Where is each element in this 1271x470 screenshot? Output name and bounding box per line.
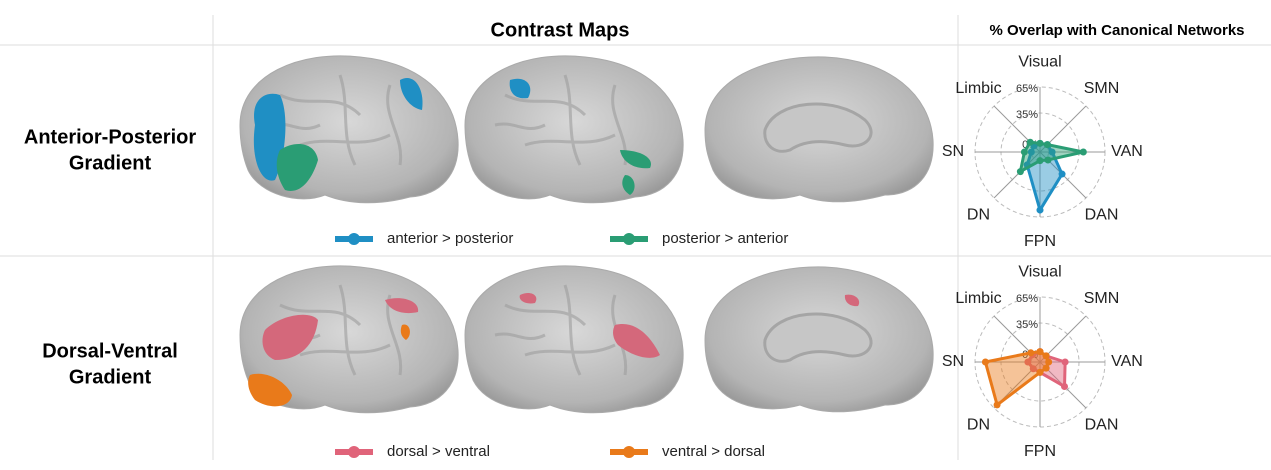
axis-label: SMN — [1084, 80, 1120, 97]
header: Contrast Maps — [491, 19, 630, 41]
radar-point — [1058, 170, 1066, 178]
tick-label: 65% — [1016, 83, 1038, 95]
radar-point — [1036, 157, 1044, 165]
tick-label: 35% — [1016, 109, 1038, 121]
axis-label: DAN — [1085, 207, 1119, 224]
row-label: Anterior-Posterior — [24, 126, 196, 148]
tick-label: 65% — [1016, 293, 1038, 305]
row-label: Dorsal-Ventral — [42, 340, 178, 362]
axis-label: Limbic — [955, 290, 1001, 307]
radar-point — [1042, 364, 1050, 372]
brain-row — [238, 264, 935, 415]
legend-swatch — [623, 233, 635, 245]
header: % Overlap with Canonical Networks — [989, 22, 1244, 39]
axis-label: Limbic — [955, 80, 1001, 97]
row-label: Gradient — [69, 152, 152, 174]
radar-point — [1042, 352, 1050, 360]
axis-label: SN — [942, 143, 964, 160]
radar-point — [1029, 365, 1037, 373]
radar-point — [1026, 138, 1034, 146]
legend-swatch — [348, 446, 360, 458]
legend-label: posterior > anterior — [662, 230, 788, 247]
axis-label: VAN — [1111, 143, 1143, 160]
radar-point — [1079, 148, 1087, 156]
tick-label: 35% — [1016, 319, 1038, 331]
axis-label: DAN — [1085, 417, 1119, 434]
axis-label: VAN — [1111, 353, 1143, 370]
radar-point — [1027, 148, 1035, 156]
radar-point — [1044, 156, 1052, 164]
radar-point — [993, 401, 1001, 409]
radar-point — [1036, 139, 1044, 147]
radar-point — [1024, 358, 1032, 366]
legend-label: anterior > posterior — [387, 230, 513, 247]
legend-label: ventral > dorsal — [662, 443, 765, 460]
axis-label: SN — [942, 353, 964, 370]
axis-label: SMN — [1084, 290, 1120, 307]
axis-label: FPN — [1024, 443, 1056, 460]
axis-label: Visual — [1018, 54, 1061, 71]
radar-point — [1045, 358, 1053, 366]
radar-point — [1036, 368, 1044, 376]
radar-area — [983, 350, 1051, 407]
radar-point — [1016, 168, 1024, 176]
radar-point — [981, 358, 989, 366]
axis-spoke — [993, 151, 1041, 199]
radar-point — [1027, 349, 1035, 357]
radar-point — [1036, 348, 1044, 356]
axis-label: Visual — [1018, 264, 1061, 281]
axis-label: DN — [967, 417, 990, 434]
legend-swatch — [623, 446, 635, 458]
legend-swatch — [348, 233, 360, 245]
radar-point — [1036, 206, 1044, 214]
legend-label: dorsal > ventral — [387, 443, 490, 460]
axis-label: FPN — [1024, 233, 1056, 250]
radar-point — [1061, 383, 1069, 391]
radar-point — [1043, 141, 1051, 149]
radar-point — [1048, 148, 1056, 156]
radar-point — [1061, 358, 1069, 366]
axis-label: DN — [967, 207, 990, 224]
row-label: Gradient — [69, 366, 152, 388]
brain-row — [238, 54, 935, 205]
radar-point — [1020, 148, 1028, 156]
